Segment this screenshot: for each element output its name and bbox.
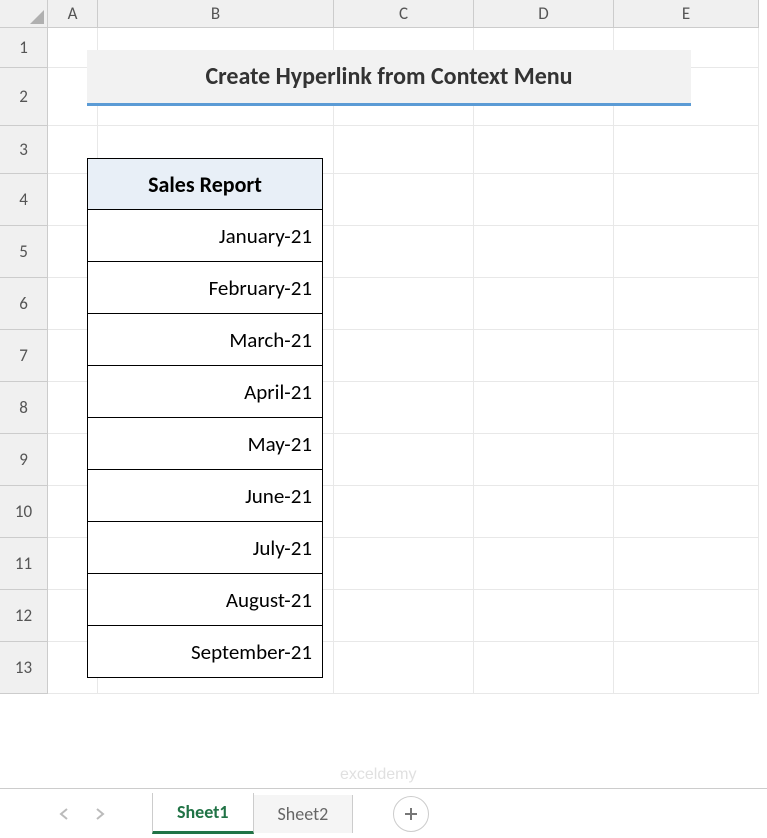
cell-E12[interactable] <box>614 590 759 642</box>
cell-E5[interactable] <box>614 226 759 278</box>
col-header-b[interactable]: B <box>98 0 334 28</box>
cell-D8[interactable] <box>474 382 614 434</box>
row-header-11[interactable]: 11 <box>0 538 48 590</box>
sales-report-table: Sales Report January-21February-21March-… <box>87 158 323 678</box>
cell-C10[interactable] <box>334 486 474 538</box>
col-header-d[interactable]: D <box>474 0 614 28</box>
col-header-e[interactable]: E <box>614 0 759 28</box>
col-header-c[interactable]: C <box>334 0 474 28</box>
cell-E11[interactable] <box>614 538 759 590</box>
row-header-8[interactable]: 8 <box>0 382 48 434</box>
row-headers: 12345678910111213 <box>0 28 48 694</box>
cell-E10[interactable] <box>614 486 759 538</box>
cell-E6[interactable] <box>614 278 759 330</box>
cell-D10[interactable] <box>474 486 614 538</box>
cell-D5[interactable] <box>474 226 614 278</box>
cell-C11[interactable] <box>334 538 474 590</box>
select-all-corner[interactable] <box>0 0 48 28</box>
row-header-3[interactable]: 3 <box>0 126 48 174</box>
cell-C9[interactable] <box>334 434 474 486</box>
cell-C6[interactable] <box>334 278 474 330</box>
cell-D6[interactable] <box>474 278 614 330</box>
table-row[interactable]: January-21 <box>87 210 323 262</box>
tab-sheet2[interactable]: Sheet2 <box>254 795 354 833</box>
cell-D7[interactable] <box>474 330 614 382</box>
nav-prev-icon[interactable] <box>50 800 78 828</box>
table-row[interactable]: July-21 <box>87 522 323 574</box>
table-row[interactable]: February-21 <box>87 262 323 314</box>
table-row[interactable]: April-21 <box>87 366 323 418</box>
cell-D13[interactable] <box>474 642 614 694</box>
table-row[interactable]: May-21 <box>87 418 323 470</box>
cell-E7[interactable] <box>614 330 759 382</box>
spreadsheet-area: ABCDE 12345678910111213 Create Hyperlink… <box>0 0 767 788</box>
nav-next-icon[interactable] <box>86 800 114 828</box>
cell-E8[interactable] <box>614 382 759 434</box>
table-row[interactable]: March-21 <box>87 314 323 366</box>
row-header-4[interactable]: 4 <box>0 174 48 226</box>
row-header-2[interactable]: 2 <box>0 68 48 126</box>
cell-C5[interactable] <box>334 226 474 278</box>
cell-D4[interactable] <box>474 174 614 226</box>
cell-C7[interactable] <box>334 330 474 382</box>
page-title: Create Hyperlink from Context Menu <box>87 50 691 106</box>
cell-C3[interactable] <box>334 126 474 174</box>
row-header-6[interactable]: 6 <box>0 278 48 330</box>
cell-C13[interactable] <box>334 642 474 694</box>
table-row[interactable]: September-21 <box>87 626 323 678</box>
row-header-5[interactable]: 5 <box>0 226 48 278</box>
table-row[interactable]: August-21 <box>87 574 323 626</box>
cell-E9[interactable] <box>614 434 759 486</box>
cell-D3[interactable] <box>474 126 614 174</box>
cell-C8[interactable] <box>334 382 474 434</box>
watermark-text: exceldemy <box>340 766 416 784</box>
row-header-9[interactable]: 9 <box>0 434 48 486</box>
table-row[interactable]: June-21 <box>87 470 323 522</box>
cell-E3[interactable] <box>614 126 759 174</box>
cell-E13[interactable] <box>614 642 759 694</box>
tab-sheet1[interactable]: Sheet1 <box>152 793 254 834</box>
table-header-cell[interactable]: Sales Report <box>87 158 323 210</box>
row-header-10[interactable]: 10 <box>0 486 48 538</box>
col-header-a[interactable]: A <box>48 0 98 28</box>
sheet-tab-bar: Sheet1 Sheet2 <box>0 788 767 838</box>
row-header-13[interactable]: 13 <box>0 642 48 694</box>
cell-C4[interactable] <box>334 174 474 226</box>
row-header-7[interactable]: 7 <box>0 330 48 382</box>
cell-D12[interactable] <box>474 590 614 642</box>
cell-D11[interactable] <box>474 538 614 590</box>
row-header-12[interactable]: 12 <box>0 590 48 642</box>
cell-C12[interactable] <box>334 590 474 642</box>
cell-E4[interactable] <box>614 174 759 226</box>
cell-D9[interactable] <box>474 434 614 486</box>
column-headers: ABCDE <box>48 0 759 28</box>
row-header-1[interactable]: 1 <box>0 28 48 68</box>
add-sheet-icon[interactable] <box>393 796 429 832</box>
